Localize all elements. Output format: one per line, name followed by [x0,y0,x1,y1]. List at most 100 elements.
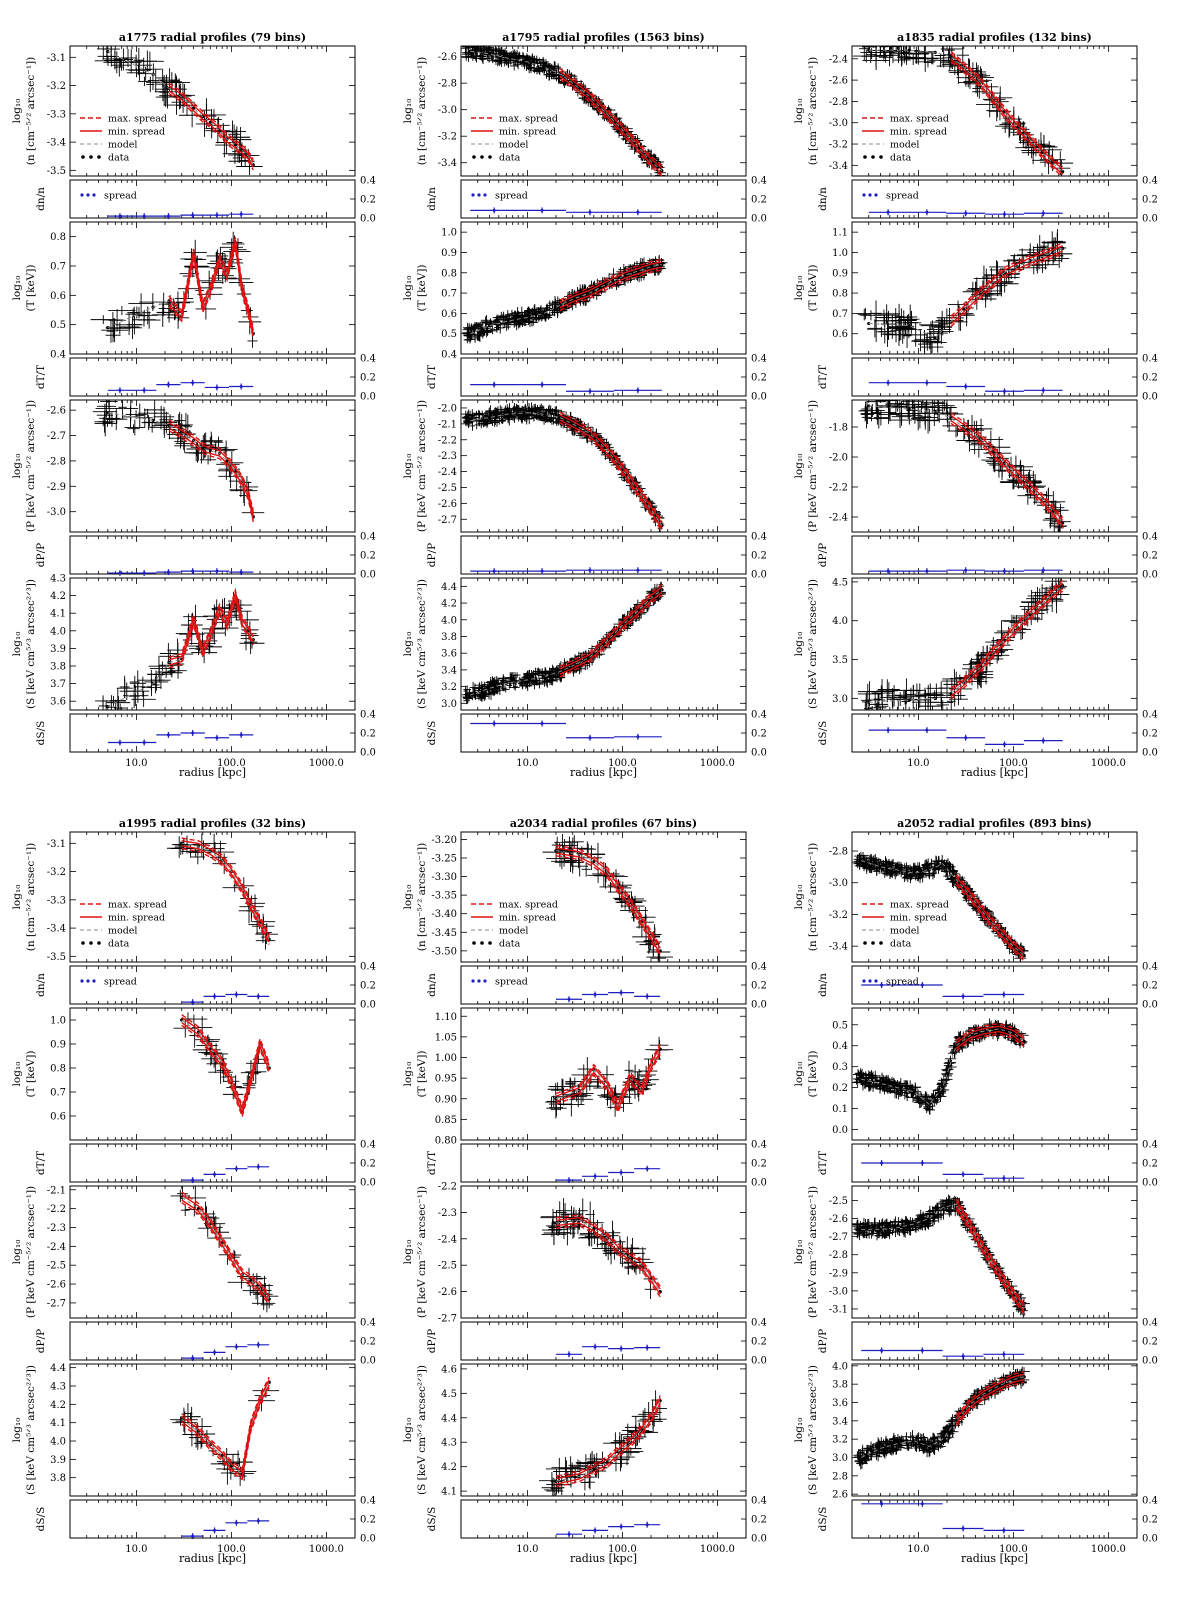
legend-label-spread: spread [104,191,137,202]
plot-area-S [461,581,667,705]
y-tick-label: -2.8 [47,456,66,467]
legend-label-model: model [108,140,137,151]
y-tick-label: -2.1 [438,419,457,430]
y-tick-label: -3.5 [47,166,66,177]
legend-label-data: data [108,153,130,164]
plot-area-T [462,254,668,344]
max-spread-line [559,411,663,521]
cluster-figure-1: a1775 radial profiles (79 bins) -3.1 -3.2 -… [11,31,376,779]
y-tick-label: 3.6 [441,649,457,660]
x-tick-label: 10.0 [125,758,147,769]
resid-y-tick-label: 0.4 [360,532,376,543]
max-spread-line [168,247,254,339]
y-tick-label: 3.7 [50,679,66,690]
max-spread-line [168,419,254,512]
y-axis-label-line1: log₁₀ [11,632,23,657]
y-tick-label: -2.7 [438,515,457,526]
x-axis-label: radius [kpc] [179,766,246,779]
spread-point [142,388,146,392]
spread-point [239,385,243,388]
y-tick-label: -3.4 [438,158,457,169]
y-tick-label: -3.2 [438,132,457,143]
max-spread-line [168,587,254,658]
legend-swatch-spread [477,193,481,197]
axes-P [69,399,356,533]
min-spread-line [168,427,254,520]
axes-S [460,577,747,711]
y-axis-label-line1: log₁₀ [402,454,414,479]
spread-point [215,736,219,740]
model-line [470,412,663,526]
axes-dP [69,535,356,575]
max-spread-line [168,598,254,669]
plot-area-T [90,231,262,348]
max-spread-line [559,78,663,176]
resid-y-tick-label: 0.4 [751,532,767,543]
spread-point [636,388,640,392]
spread-point [118,571,122,575]
plot-area-n [94,46,263,176]
spread-point [166,383,170,387]
y-tick-label: -2.3 [438,451,457,462]
spread-point [636,210,640,214]
legend-swatch-spread [92,193,96,197]
axes-dT [460,357,747,397]
y-axis-label-line1: log₁₀ [11,276,23,301]
resid-y-axis-label: dT/T [426,365,438,389]
min-spread-line [559,261,662,304]
y-tick-label: -3.2 [47,81,66,92]
y-axis-label-line2: (T [keV]) [25,265,37,312]
legend-label-min_spread: min. spread [499,127,556,138]
y-tick-label: 4.0 [50,626,66,637]
axes-dP [460,535,747,575]
spread-point [215,569,219,573]
resid-y-tick-label: 0.0 [360,748,376,759]
y-axis-label-line1: log₁₀ [402,632,414,657]
spread-point [215,385,219,389]
min-spread-line [559,414,663,524]
y-tick-label: 3.9 [50,644,66,655]
spread-point [166,733,170,737]
x-tick-label: 1000.0 [309,758,344,769]
max-spread-line [168,93,254,171]
resid-y-tick-label: 0.0 [360,570,376,581]
legend-label-model: model [499,140,528,151]
y-tick-label: 3.6 [50,697,66,708]
spread-point [215,213,219,217]
y-axis-label-line2: (n [cm⁻⁵ᐟ² arcsec⁻¹]) [25,57,37,165]
y-axis-label-line2: (n [cm⁻⁵ᐟ² arcsec⁻¹]) [416,57,428,165]
resid-y-tick-label: 0.2 [751,195,767,206]
y-tick-label: 4.2 [50,591,66,602]
y-tick-label: -2.6 [438,499,457,510]
axes-P [460,399,747,533]
axes-S [69,577,356,711]
legend-label-min_spread: min. spread [108,127,165,138]
min-spread-line [168,90,254,168]
y-tick-label: 4.0 [441,615,457,626]
resid-y-tick-label: 0.0 [751,392,767,403]
legend-swatch-spread [471,193,475,197]
spread-point [191,213,195,217]
min-spread-line [168,422,254,515]
data-point [487,52,492,56]
legend-swatch-data [480,155,484,159]
min-spread-line [559,266,662,309]
spread-point [142,571,146,575]
legend-swatch-data [81,155,85,159]
legend-label-data: data [499,153,521,164]
y-axis-label-line2: (P [keV cm⁻⁵ᐟ² arcsec⁻¹]) [25,400,37,532]
spread-point [239,212,243,216]
spread-point [588,210,592,214]
data-point [542,412,546,416]
legend-label-max_spread: max. spread [108,114,167,125]
min-spread-line [559,70,663,169]
y-axis-label-line2: (P [keV cm⁻⁵ᐟ² arcsec⁻¹]) [416,400,428,532]
max-spread-line [559,258,662,301]
y-tick-label: 0.6 [441,309,457,320]
y-tick-label: -2.2 [438,435,457,446]
spread-point [118,741,122,744]
y-tick-label: 4.4 [441,582,457,593]
y-tick-label: -2.4 [438,467,457,478]
x-tick-label: 100.0 [217,758,246,769]
y-tick-label: 3.8 [50,662,66,673]
